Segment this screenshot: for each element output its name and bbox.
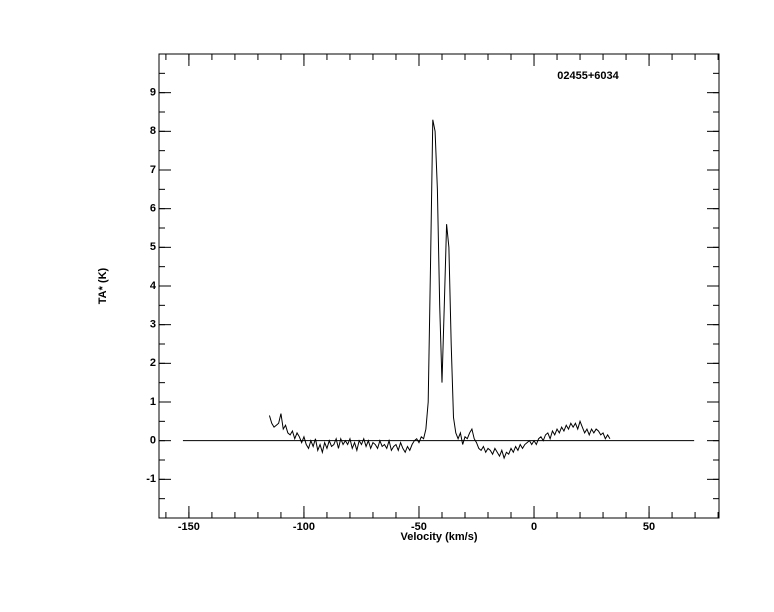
y-tick-label: 3 [150, 319, 156, 331]
x-tick-label: -150 [178, 521, 200, 533]
x-tick-label: -50 [411, 521, 427, 533]
y-tick-label: 5 [150, 241, 156, 253]
y-tick-label: 9 [150, 87, 156, 99]
y-tick-label: 0 [150, 435, 156, 447]
annotation: 02455+6034 [557, 70, 619, 82]
x-tick-label: 0 [531, 521, 537, 533]
y-tick-label: 6 [150, 203, 156, 215]
y-tick-label: 7 [150, 164, 156, 176]
y-tick-label: 1 [150, 396, 156, 408]
x-axis-label: Velocity (km/s) [400, 531, 477, 543]
x-tick-label: -100 [293, 521, 315, 533]
y-axis-label: TA* (K) [97, 267, 109, 304]
y-tick-label: 4 [150, 280, 157, 292]
y-tick-label: 8 [150, 125, 156, 137]
spectrum-line [268, 119, 611, 460]
y-tick-label: 2 [150, 357, 156, 369]
y-tick-label: -1 [146, 473, 156, 485]
x-tick-label: 50 [643, 521, 655, 533]
